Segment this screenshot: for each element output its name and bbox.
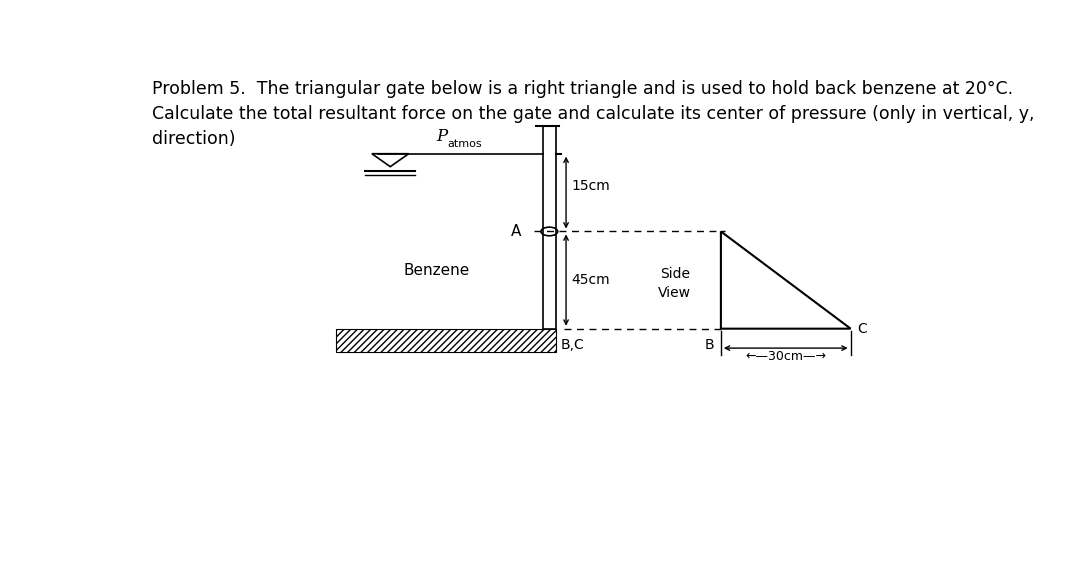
Text: A: A	[511, 224, 522, 239]
Text: Problem 5.  The triangular gate below is a right triangle and is used to hold ba: Problem 5. The triangular gate below is …	[151, 80, 1035, 148]
Text: 45cm: 45cm	[571, 273, 610, 287]
Text: B: B	[704, 338, 714, 352]
Bar	[542, 126, 556, 329]
Text: B,C: B,C	[561, 338, 584, 352]
Text: Side
View: Side View	[659, 266, 691, 300]
Text: P: P	[436, 128, 447, 145]
Text: atmos: atmos	[447, 139, 482, 149]
Text: ←—30cm—→: ←—30cm—→	[745, 350, 826, 364]
Text: Benzene: Benzene	[403, 263, 470, 278]
Text: C: C	[858, 321, 867, 335]
Text: 15cm: 15cm	[571, 179, 610, 193]
Bar	[336, 329, 556, 352]
